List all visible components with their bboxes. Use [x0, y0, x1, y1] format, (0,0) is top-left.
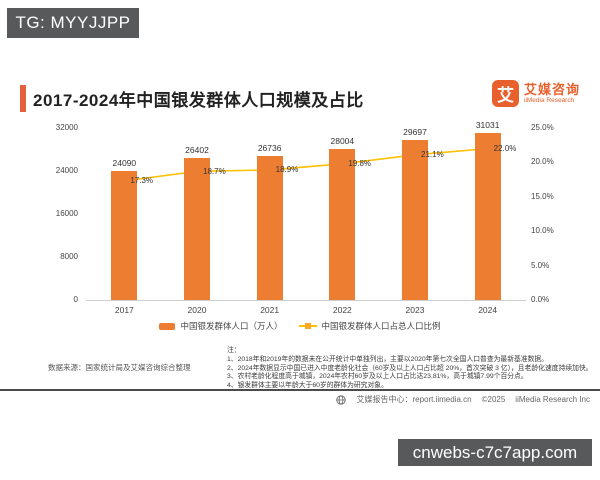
- right-axis-tick: 10.0%: [531, 226, 554, 236]
- footer-report-center: 艾媒报告中心：report.iimedia.cn: [356, 395, 472, 404]
- title-accent-bar: [20, 85, 26, 112]
- globe-icon: [336, 394, 347, 405]
- right-axis-tick: 15.0%: [531, 191, 554, 201]
- legend-item-bar: 中国银发群体人口（万人）: [159, 320, 283, 332]
- bar-value-label: 26736: [257, 143, 282, 154]
- notes-heading: 注：: [227, 347, 241, 354]
- footer-copyright: ©2025: [481, 395, 506, 404]
- right-axis-tick: 0.0%: [531, 295, 550, 304]
- iimedia-logo-text: 艾媒咨询 iiMedia Research: [524, 81, 581, 105]
- x-axis-label: 2021: [260, 305, 280, 315]
- legend-item-line: 中国银发群体人口占总人口比例: [298, 320, 441, 332]
- note-item: 2、2024年数据显示中国已进入中度老龄化社会（60岁及以上人口占比超 20%，…: [227, 364, 593, 372]
- note-item: 3、农村老龄化程度高于城镇，2024年农村60岁及以上人口占比达23.81%，高…: [227, 373, 528, 381]
- bar-value-label: 28004: [330, 136, 355, 147]
- bar-value-label: 26402: [185, 145, 209, 156]
- left-axis-tick: 32000: [55, 123, 78, 132]
- line-point-label: 18.9%: [275, 165, 299, 175]
- x-axis-label: 2023: [405, 305, 425, 315]
- data-source: 数据来源：国家统计局及艾媒咨询综合整理: [48, 363, 191, 372]
- bar: [329, 149, 356, 300]
- chart-legend: 中国银发群体人口（万人） 中国银发群体人口占总人口比例: [0, 320, 600, 332]
- bar: [184, 158, 210, 300]
- bar-value-label: 31031: [475, 120, 500, 131]
- note-item: 1、2018年和2019年的数据未在公开统计中单独列出，主要以2020年第七次全…: [227, 355, 549, 363]
- x-axis-label: 2024: [478, 305, 498, 315]
- iimedia-logo-icon: 艾: [492, 80, 519, 107]
- bar-value-label: 24090: [112, 157, 137, 168]
- footer: 艾媒报告中心：report.iimedia.cn ©2025 iiMedia R…: [336, 394, 590, 405]
- notes-block: 注： 1、2018年和2019年的数据未在公开统计中单独列出，主要以2020年第…: [227, 347, 593, 391]
- logo-name-en: iiMedia Research: [524, 96, 575, 104]
- site-watermark: cnwebs-c7c7app.com: [398, 439, 592, 466]
- page-title: 2017-2024年中国银发群体人口规模及占比: [33, 91, 364, 110]
- left-axis-tick: 0: [73, 295, 78, 304]
- iimedia-logo: 艾 艾媒咨询 iiMedia Research: [492, 80, 580, 107]
- line-series-label: 中国银发群体人口占总人口比例: [321, 321, 441, 331]
- telegram-watermark: TG: MYYJJPP: [7, 8, 139, 38]
- bar-value-label: 29697: [403, 127, 427, 138]
- x-axis-label: 2020: [187, 305, 207, 315]
- x-axis-label: 2022: [332, 305, 352, 315]
- right-axis-tick: 20.0%: [531, 157, 554, 167]
- bar: [474, 133, 501, 300]
- line-point-label: 21.1%: [421, 150, 444, 160]
- logo-name-cn: 艾媒咨询: [524, 81, 581, 97]
- bar-series-label: 中国银发群体人口（万人）: [180, 321, 283, 331]
- bar: [402, 140, 428, 300]
- x-axis-line: [86, 300, 526, 301]
- footer-company: iiMedia Research Inc: [515, 395, 590, 404]
- bar: [111, 170, 138, 300]
- x-axis-label: 2017: [114, 305, 134, 315]
- line-point-label: 17.3%: [130, 176, 154, 186]
- left-axis-tick: 16000: [55, 209, 78, 218]
- line-point-label: 22.0%: [493, 144, 517, 154]
- notes-list: 1、2018年和2019年的数据未在公开统计中单独列出，主要以2020年第七次全…: [227, 356, 593, 391]
- line-series-swatch-icon: [298, 323, 317, 329]
- left-axis-tick: 24000: [55, 166, 78, 175]
- line-point-label: 18.7%: [203, 166, 226, 176]
- right-axis-tick: 5.0%: [531, 260, 550, 270]
- left-axis-tick: 8000: [60, 252, 78, 261]
- footer-divider: [0, 389, 600, 391]
- note-item: 4、银发群体主要以年龄大于60岁的群体为研究对象。: [227, 382, 388, 390]
- right-axis-tick: 25.0%: [531, 123, 554, 132]
- line-point-label: 19.8%: [348, 159, 372, 169]
- bar: [256, 156, 283, 300]
- bar-series-swatch-icon: [159, 322, 176, 330]
